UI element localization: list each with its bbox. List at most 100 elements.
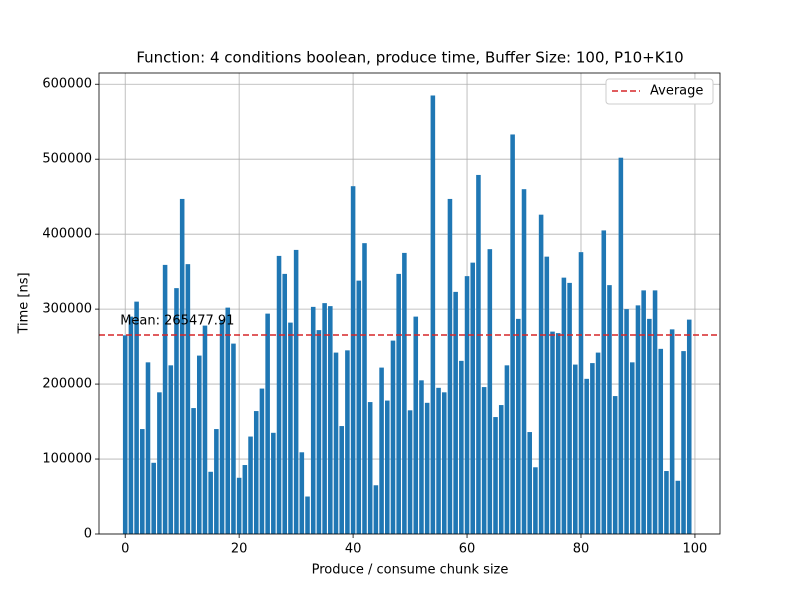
bar: [236, 477, 242, 534]
bar: [464, 276, 470, 534]
bar: [265, 313, 270, 534]
bar: [288, 322, 293, 534]
bar: [612, 396, 618, 534]
bar: [362, 243, 367, 535]
bar: [322, 303, 327, 534]
bar: [225, 307, 231, 534]
x-axis-label: Produce / consume chunk size: [312, 563, 509, 578]
y-tick-label: 100000: [42, 452, 92, 467]
bar: [521, 189, 527, 534]
bar: [316, 330, 322, 534]
bar: [242, 465, 248, 534]
y-tick-label: 300000: [42, 302, 92, 317]
bar: [430, 95, 436, 535]
bar: [413, 316, 419, 534]
x-tick-label: 40: [345, 542, 362, 557]
bar: [498, 405, 504, 534]
bar: [162, 264, 168, 534]
y-tick-label: 0: [84, 527, 92, 542]
y-tick-label: 200000: [42, 377, 92, 392]
bar: [333, 352, 339, 534]
bar: [299, 452, 305, 534]
bar: [686, 319, 692, 534]
bar: [402, 252, 407, 534]
bar: [510, 134, 515, 534]
bar: [345, 350, 350, 534]
bar: [168, 365, 174, 534]
bar: [390, 340, 396, 534]
bar: [305, 496, 310, 534]
bar: [629, 362, 635, 534]
bar: [373, 485, 379, 534]
bar: [396, 273, 401, 534]
bar: [271, 432, 276, 534]
bar: [128, 316, 134, 534]
bar: [134, 301, 139, 534]
bar: [407, 410, 413, 534]
bar: [533, 467, 538, 534]
bar: [652, 290, 658, 534]
bar: [618, 157, 624, 534]
bar: [487, 249, 493, 534]
bar: [595, 352, 601, 534]
y-tick-label: 600000: [42, 77, 92, 92]
bar: [219, 320, 225, 534]
bar: [459, 360, 464, 534]
bar: [516, 318, 521, 534]
y-tick-label: 500000: [42, 152, 92, 167]
bar: [214, 429, 219, 534]
bar: [282, 273, 288, 534]
bar: [573, 364, 578, 534]
mean-annotation: Mean: 265477.91: [120, 313, 234, 328]
bar: [538, 214, 544, 535]
x-tick-label: 80: [573, 542, 590, 557]
chart-title: Function: 4 conditions boolean, produce …: [136, 49, 683, 67]
bar: [424, 402, 430, 534]
bar: [669, 329, 675, 534]
bar: [174, 288, 179, 534]
x-tick-label: 0: [121, 542, 129, 557]
bar: [584, 378, 589, 534]
bar: [248, 436, 253, 534]
bar: [601, 230, 607, 535]
legend-label: Average: [650, 84, 703, 99]
bar: [185, 264, 191, 534]
bar: [122, 335, 128, 534]
bar: [675, 480, 681, 534]
bar: [328, 306, 333, 534]
bar: [385, 400, 390, 534]
bar: [145, 362, 151, 534]
bar: [151, 462, 156, 534]
bar: [447, 198, 453, 534]
bar: [436, 387, 441, 534]
bar: [453, 291, 458, 534]
bar: [356, 280, 362, 534]
bar: [550, 331, 555, 534]
bar: [481, 387, 487, 534]
bar: [590, 363, 595, 534]
bar: [527, 432, 532, 534]
bar: [476, 174, 481, 535]
bar: [157, 392, 162, 534]
bar: [504, 365, 510, 534]
bar: [441, 392, 447, 534]
bar: [196, 355, 202, 534]
bar: [367, 402, 373, 534]
bar: [350, 186, 356, 535]
bar: [681, 351, 686, 534]
bar: [607, 285, 612, 534]
y-axis-label: Time [ns]: [17, 272, 32, 334]
x-tick-label: 100: [683, 542, 708, 557]
bar: [140, 429, 145, 534]
bar: [567, 282, 572, 534]
bar: [231, 343, 236, 534]
bar: [208, 471, 213, 534]
bar: [202, 325, 208, 534]
bar: [578, 252, 584, 535]
bar: [493, 417, 498, 534]
bar: [253, 411, 259, 534]
bar: [259, 388, 265, 534]
y-tick-label: 400000: [42, 227, 92, 242]
bar: [339, 426, 344, 534]
